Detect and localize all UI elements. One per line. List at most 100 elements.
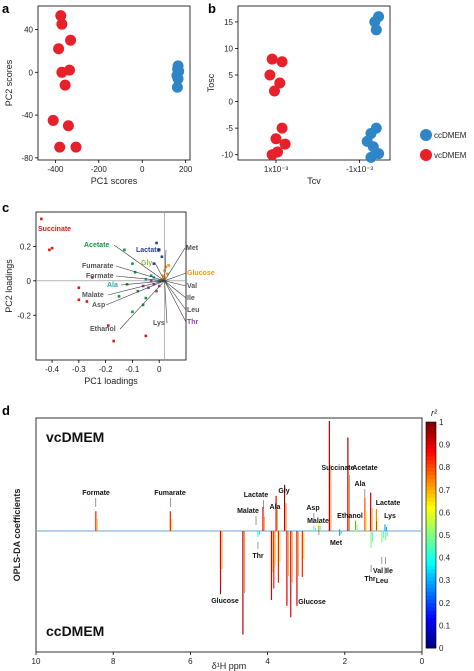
- panel-d-peak-label: Thr: [364, 576, 376, 583]
- colorbar-segment: [426, 455, 436, 461]
- colorbar-tick-label: 0: [439, 644, 444, 653]
- panel-c-vector: [164, 280, 187, 299]
- panel-c-label-val: Val: [187, 283, 197, 290]
- panel-d-peak-label: Lys: [384, 513, 396, 520]
- panel-c-label-leu: Leu: [187, 307, 199, 314]
- colorbar-segment: [426, 542, 436, 547]
- panel-a-ytick-label: -40: [21, 111, 33, 120]
- panel-c-xlabel: PC1 loadings: [84, 376, 138, 386]
- panel-c-loading-point: [167, 264, 170, 267]
- colorbar-segment: [426, 550, 436, 555]
- panel-a-ytick-label: -80: [21, 154, 33, 163]
- panel-c-loading-point: [85, 300, 89, 303]
- panel-letter-b: b: [208, 1, 216, 16]
- colorbar-segment: [426, 580, 436, 585]
- colorbar-tick-label: 0.8: [439, 463, 451, 472]
- panel-c-loading-point: [152, 262, 156, 265]
- panel-b-frame: [237, 5, 391, 161]
- panel-c-vector: [154, 262, 165, 281]
- panel-a-point-vcdmem: [65, 34, 77, 46]
- panel-b-xlabel: Tcv: [307, 176, 321, 186]
- colorbar-segment: [426, 617, 436, 623]
- panel-d-xtick-label: 2: [343, 657, 348, 666]
- panel-b-point-ccdmem: [370, 24, 382, 36]
- panel-a-point-vcdmem: [55, 10, 67, 22]
- colorbar-tick-label: 0.2: [439, 599, 451, 608]
- panel-a-point-vcdmem: [54, 141, 66, 153]
- colorbar-tick-label: 0.9: [439, 441, 451, 450]
- colorbar-segment: [426, 486, 436, 491]
- panel-d-peak-label: Met: [330, 540, 343, 547]
- panel-c-loading-point: [77, 298, 81, 302]
- panel-b-ytick-label: -5: [226, 124, 234, 133]
- panel-d-ylabel: OPLS-DA coefficients: [12, 489, 22, 582]
- panel-c-loading-point: [149, 279, 153, 283]
- panel-c-vector: [164, 247, 186, 281]
- panel-letter-d: d: [2, 403, 10, 418]
- colorbar-segment: [426, 576, 436, 581]
- colorbar-segment: [426, 602, 436, 608]
- colorbar-segment: [426, 538, 436, 544]
- colorbar-segment: [426, 444, 436, 449]
- colorbar-segment: [426, 433, 436, 438]
- colorbar-segment: [426, 644, 436, 649]
- panel-d-peak-label: Succinate: [321, 465, 354, 472]
- panel-c-loading-point: [136, 289, 140, 293]
- panel-c-loading-point: [77, 286, 81, 290]
- colorbar-segment: [426, 422, 436, 427]
- panel-c-ylabel: PC2 loadings: [4, 259, 14, 313]
- panel-d-xtick-label: 6: [188, 657, 193, 666]
- panel-c-vector: [105, 280, 165, 306]
- panel-c-loading-point: [157, 279, 161, 283]
- panel-a-ytick-label: 40: [24, 26, 33, 35]
- panel-d-xtick-label: 10: [32, 657, 41, 666]
- colorbar-tick-label: 0.1: [439, 621, 451, 630]
- panel-d-peak-label: Thr: [252, 553, 264, 560]
- colorbar-segment: [426, 497, 436, 502]
- colorbar-segment: [426, 437, 436, 442]
- panel-c-loading-point: [165, 272, 169, 276]
- colorbar-segment: [426, 599, 436, 604]
- colorbar-segment: [426, 629, 436, 634]
- panel-d-peak-label: Ile: [385, 568, 393, 575]
- panel-d-peak-label: Lactate: [376, 500, 401, 507]
- panel-c-loading-point: [163, 269, 166, 272]
- panel-a-point-vcdmem: [56, 18, 68, 30]
- panel-a-point-ccdmem: [172, 73, 184, 85]
- colorbar-tick-label: 0.4: [439, 554, 451, 563]
- colorbar-segment: [426, 516, 436, 521]
- panel-b-point-vcdmem: [268, 85, 280, 97]
- panel-c-label-acetate: Acetate: [84, 242, 109, 249]
- colorbar-segment: [426, 610, 436, 615]
- panel-d-peak-label: Fumarate: [154, 490, 186, 497]
- panel-c-ytick-label: -0.2: [17, 311, 31, 320]
- panel-c-xtick-label: -0.1: [126, 365, 140, 374]
- colorbar-segment: [426, 452, 436, 457]
- colorbar-segment: [426, 632, 436, 638]
- colorbar-segment: [426, 467, 436, 472]
- colorbar-segment: [426, 501, 436, 506]
- panel-c-loading-point: [155, 289, 158, 293]
- panel-d-peak-label: Gly: [278, 488, 289, 495]
- colorbar-segment: [426, 553, 436, 559]
- panel-c-label-ile: Ile: [187, 295, 195, 302]
- panel-d-xtick-label: 4: [265, 657, 270, 666]
- colorbar-segment: [426, 463, 436, 468]
- panel-c-loading-point: [107, 324, 110, 327]
- panel-b-point-vcdmem: [276, 122, 288, 134]
- panel-c-loading-point: [131, 310, 134, 314]
- colorbar-segment: [426, 489, 436, 495]
- panel-b-ytick-label: 0: [229, 98, 234, 107]
- colorbar-tick-label: 0.6: [439, 508, 451, 517]
- panel-c-loading-point: [157, 284, 161, 288]
- panel-a-xtick-label: 0: [140, 165, 145, 174]
- panel-a-point-vcdmem: [62, 120, 74, 132]
- colorbar-segment: [426, 568, 436, 574]
- colorbar-segment: [426, 621, 436, 626]
- panel-c-loading-point: [144, 296, 148, 300]
- panel-c-vector: [119, 280, 165, 330]
- panel-a-frame: [37, 5, 191, 161]
- colorbar-segment: [426, 512, 436, 517]
- panel-letter-a: a: [2, 1, 10, 16]
- panel-c-label-lactate: Lactate: [136, 247, 161, 254]
